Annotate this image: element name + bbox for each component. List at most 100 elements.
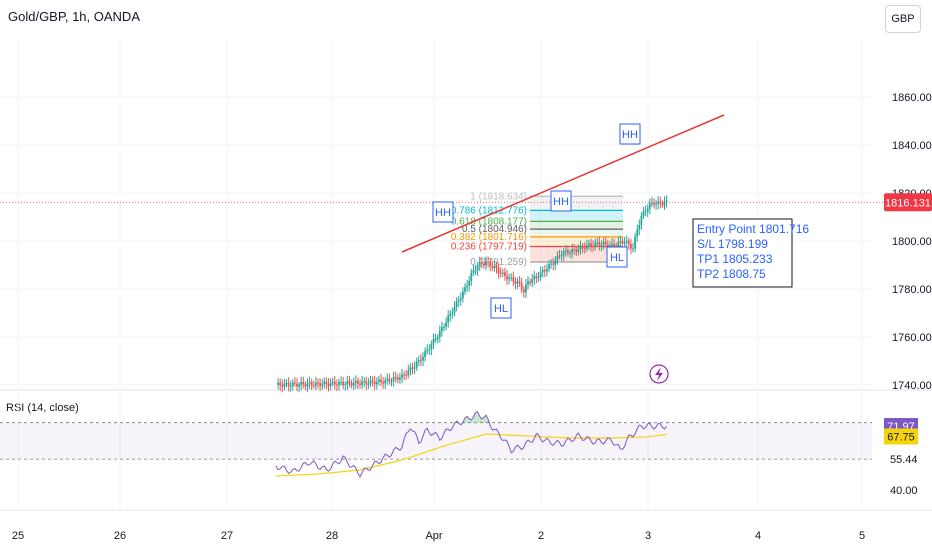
candle-body <box>585 245 588 249</box>
candle-body <box>501 272 504 274</box>
candle-body <box>600 244 603 246</box>
rsi-band <box>0 422 872 460</box>
candle-body <box>636 229 639 237</box>
rsi-ma-line <box>275 433 667 477</box>
candle-body <box>554 260 557 265</box>
candle-body <box>321 384 324 386</box>
candle-body <box>648 203 651 209</box>
candle-body <box>432 339 435 344</box>
candle-body <box>617 242 620 247</box>
candle-body <box>623 242 626 244</box>
candle-body <box>472 270 475 273</box>
annotation-box <box>490 297 512 319</box>
rsi-line <box>275 411 667 479</box>
annotation-label: HL <box>610 252 624 264</box>
candle-body <box>417 359 420 362</box>
candle-body <box>642 211 645 216</box>
y-tick-label: 1800.000 <box>892 236 932 248</box>
candle-body <box>531 279 534 283</box>
candle-body <box>508 277 510 280</box>
candle-body <box>296 383 298 387</box>
candle-body <box>407 370 410 376</box>
candle-body <box>392 377 395 381</box>
candle-body <box>518 281 521 283</box>
candle-body <box>441 327 443 331</box>
candle-body <box>464 287 466 292</box>
candle-body <box>348 381 351 383</box>
candle-body <box>571 249 573 253</box>
fib-level-label: 0 (1791.259) <box>470 257 527 268</box>
last-price-label: 1816.131 <box>885 197 931 209</box>
candle-body <box>388 378 391 382</box>
x-tick-label: 27 <box>221 530 233 542</box>
candle-body <box>634 236 636 249</box>
candle-body <box>361 381 363 385</box>
candle-body <box>411 367 414 369</box>
y-tick-label: 1840.000 <box>892 140 932 152</box>
candle-body <box>298 384 300 387</box>
candle-body <box>491 266 494 268</box>
candle-body <box>558 255 561 257</box>
candle-body <box>613 243 615 246</box>
candle-body <box>546 269 548 272</box>
candle-body <box>315 382 317 386</box>
fib-level-label: 1 (1818.634) <box>470 191 527 202</box>
candle-body <box>453 307 456 313</box>
candle-body <box>606 244 609 248</box>
candle-body <box>354 380 357 383</box>
annotation-label: HL <box>494 303 508 315</box>
candle-body <box>480 262 483 265</box>
lightning-icon <box>655 367 663 381</box>
candle-body <box>317 382 319 384</box>
candle-body <box>430 343 433 350</box>
candle-body <box>378 379 380 383</box>
candle-body <box>333 381 336 385</box>
candle-body <box>289 385 292 387</box>
candle-body <box>487 261 489 263</box>
candle-body <box>537 277 540 279</box>
candle-body <box>302 382 305 385</box>
candle-body <box>367 383 370 385</box>
candle-body <box>365 381 368 385</box>
candle-body <box>373 381 376 385</box>
candle-body <box>535 276 538 278</box>
candle-body <box>434 339 437 341</box>
rsi-label: RSI (14, close) <box>6 402 79 414</box>
fib-band <box>530 221 623 230</box>
last-price-tag <box>884 193 932 212</box>
candle-body <box>405 374 408 376</box>
candle-body <box>394 377 397 379</box>
candle-body <box>512 277 515 282</box>
candle-body <box>499 272 502 274</box>
candle-body <box>510 277 513 279</box>
candle-body <box>651 202 653 204</box>
candle-body <box>569 252 571 254</box>
candle-body <box>548 264 550 270</box>
annotation-label: HH <box>553 196 569 208</box>
candle-body <box>294 382 296 384</box>
candle-body <box>420 359 422 361</box>
candle-body <box>485 261 487 266</box>
candle-body <box>493 265 496 268</box>
candle-body <box>533 276 536 280</box>
fib-level-label: 0.618 (1808.177) <box>451 216 527 227</box>
candle-body <box>567 250 569 254</box>
candle-body <box>583 247 586 249</box>
candle-body <box>331 381 334 384</box>
currency-button[interactable]: GBP <box>885 5 921 33</box>
candle-body <box>550 263 552 265</box>
fib-level-label: 0.5 (1804.946) <box>462 224 527 235</box>
candle-body <box>325 381 328 384</box>
candle-body <box>478 262 481 266</box>
candle-body <box>327 383 330 386</box>
candle-body <box>445 322 447 327</box>
fib-band <box>530 236 623 247</box>
candle-body <box>338 382 340 386</box>
candle-body <box>594 242 597 247</box>
candle-body <box>543 269 546 272</box>
candle-body <box>436 337 439 340</box>
candle-body <box>627 240 630 244</box>
y-tick-label: 1780.000 <box>892 284 932 296</box>
candle-body <box>661 203 664 206</box>
